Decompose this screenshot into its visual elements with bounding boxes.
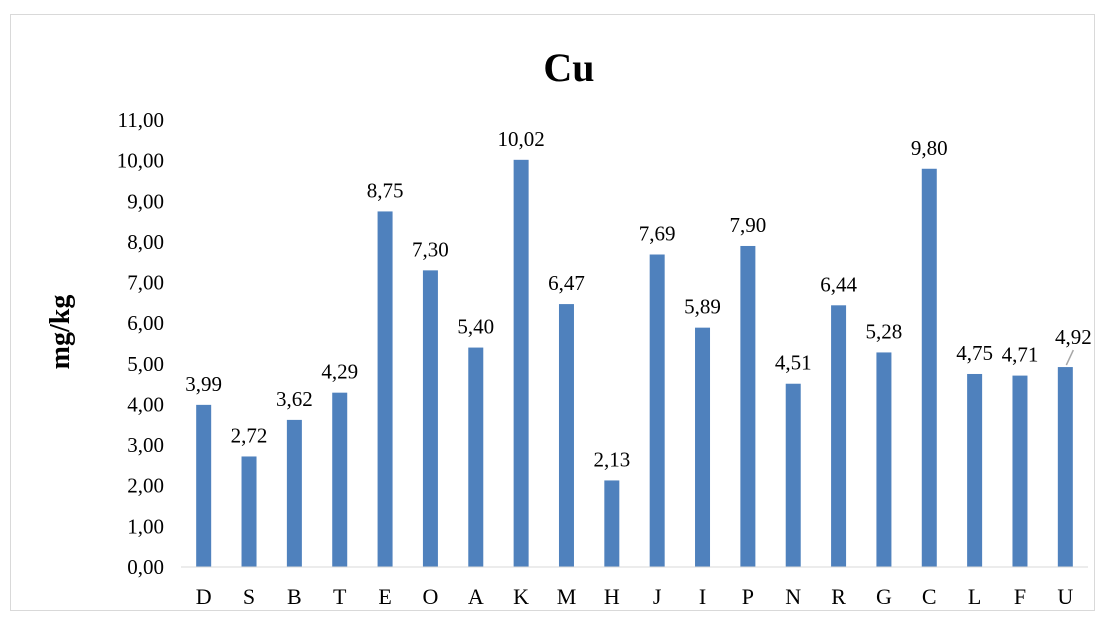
- data-label: 4,29: [321, 360, 358, 384]
- y-tick-labels: 0,00 1,00 2,00 3,00 4,00 5,00 6,00 7,00 8,00 9,00…: [117, 108, 164, 579]
- bar-P: [740, 245, 756, 568]
- data-label: 6,47: [548, 271, 585, 295]
- category-label: E: [378, 584, 391, 609]
- category-label: C: [922, 584, 937, 609]
- category-label: T: [333, 584, 347, 609]
- data-label: 9,80: [911, 136, 948, 160]
- category-label: J: [653, 584, 662, 609]
- category-label: U: [1057, 584, 1073, 609]
- chart-frame: Cu mg/kg 0,00 1,00 2,00 3,00 4,00 5,00 6,00 7,0…: [10, 14, 1095, 611]
- bar-L: [967, 373, 983, 567]
- y-tick-label: 6,00: [127, 311, 164, 335]
- bar-U: [1057, 367, 1073, 567]
- bar-R: [831, 305, 847, 567]
- y-tick-label: 0,00: [127, 555, 164, 579]
- category-label: M: [557, 584, 577, 609]
- data-label: 5,40: [457, 315, 494, 339]
- data-label: 6,44: [820, 272, 857, 296]
- category-label: N: [785, 584, 801, 609]
- category-label: G: [876, 584, 892, 609]
- data-label: 4,75: [956, 341, 993, 365]
- category-label: K: [513, 584, 529, 609]
- y-axis-label: mg/kg: [45, 295, 76, 370]
- data-label: 7,30: [412, 237, 449, 261]
- category-label: L: [968, 584, 981, 609]
- bar-C: [921, 168, 937, 567]
- leader-line: [1065, 349, 1075, 366]
- bar-O: [422, 270, 438, 567]
- data-label: 3,62: [276, 387, 313, 411]
- category-label: S: [243, 584, 255, 609]
- data-label: 2,13: [593, 447, 630, 471]
- data-label: 5,89: [684, 295, 721, 319]
- data-label: 5,28: [866, 319, 903, 343]
- y-tick-label: 8,00: [127, 230, 164, 254]
- bar-J: [649, 254, 665, 568]
- data-label: 2,72: [231, 423, 268, 447]
- category-label: R: [831, 584, 846, 609]
- category-label: A: [468, 584, 484, 609]
- y-tick-label: 4,00: [127, 392, 164, 416]
- data-labels: 3,99 2,72 3,62 4,29 8,75 7,30 5,40 10,02 6,47 2,1…: [185, 127, 1091, 472]
- category-label: P: [742, 584, 754, 609]
- y-tick-label: 2,00: [127, 474, 164, 498]
- bar-K: [513, 159, 529, 567]
- data-label: 4,51: [775, 351, 812, 375]
- y-tick-label: 5,00: [127, 352, 164, 376]
- category-label: O: [422, 584, 438, 609]
- data-label: 8,75: [367, 178, 404, 202]
- bar-S: [241, 456, 257, 567]
- bar-I: [695, 327, 711, 567]
- y-tick-label: 1,00: [127, 514, 164, 538]
- bar-H: [604, 480, 620, 567]
- data-label: 4,92: [1055, 325, 1092, 349]
- bar-A: [468, 347, 484, 567]
- data-label: 3,99: [185, 372, 222, 396]
- bar-M: [558, 304, 574, 567]
- bar-N: [785, 383, 801, 567]
- data-label: 7,69: [639, 222, 676, 246]
- bars: [196, 159, 1073, 568]
- category-label: H: [604, 584, 620, 609]
- category-label: D: [196, 584, 212, 609]
- bar-F: [1012, 375, 1028, 567]
- bar-D: [196, 404, 212, 567]
- bar-chart: Cu mg/kg 0,00 1,00 2,00 3,00 4,00 5,00 6,00 7,0…: [45, 45, 1092, 609]
- bar-E: [377, 211, 393, 567]
- category-label: B: [287, 584, 302, 609]
- chart-title: Cu: [543, 45, 594, 90]
- y-tick-label: 11,00: [118, 108, 164, 132]
- data-label: 4,71: [1002, 343, 1039, 367]
- category-label: F: [1014, 584, 1026, 609]
- data-label: 10,02: [498, 127, 545, 151]
- category-label: I: [699, 584, 706, 609]
- data-label: 7,90: [730, 213, 767, 237]
- y-tick-label: 9,00: [127, 189, 164, 213]
- bar-T: [332, 392, 348, 567]
- y-tick-label: 7,00: [127, 271, 164, 295]
- bar-B: [286, 419, 302, 567]
- y-tick-label: 3,00: [127, 433, 164, 457]
- y-tick-label: 10,00: [117, 149, 164, 173]
- bar-G: [876, 352, 892, 567]
